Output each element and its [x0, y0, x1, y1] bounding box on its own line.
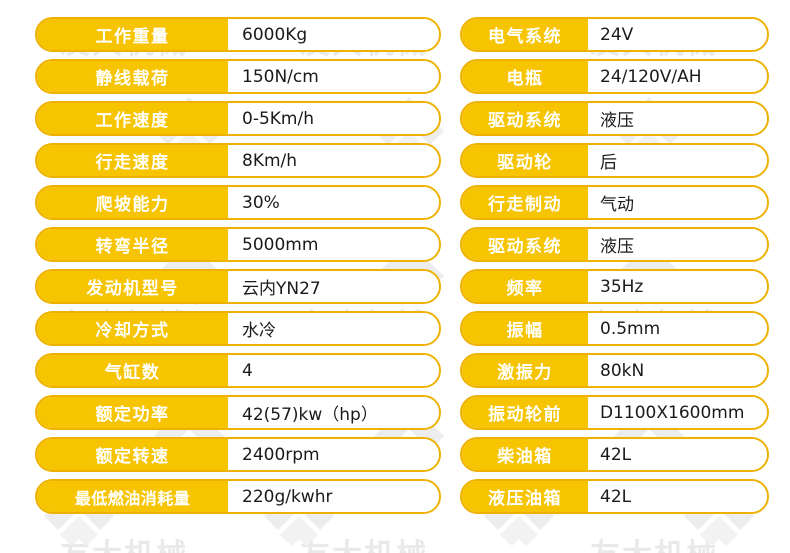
spec-row: 爬坡能力 30%: [35, 185, 441, 220]
spec-label: 频率: [462, 271, 588, 302]
spec-row: 驱动系统 液压: [460, 227, 769, 262]
spec-label: 行走速度: [37, 145, 228, 176]
spec-label: 电瓶: [462, 61, 588, 92]
spec-label: 电气系统: [462, 19, 588, 50]
spec-value: 42(57)kw（hp）: [228, 397, 439, 428]
spec-label: 柴油箱: [462, 439, 588, 470]
spec-row: 静线载荷 150N/cm: [35, 59, 441, 94]
spec-label: 额定功率: [37, 397, 228, 428]
spec-row: 转弯半径 5000mm: [35, 227, 441, 262]
spec-value: 5000mm: [228, 229, 439, 260]
spec-value: 24/120V/AH: [588, 61, 767, 92]
spec-row: 行走速度 8Km/h: [35, 143, 441, 178]
spec-row: 行走制动 气动: [460, 185, 769, 220]
spec-value: 35Hz: [588, 271, 767, 302]
spec-label: 发动机型号: [37, 271, 228, 302]
spec-value: 0.5mm: [588, 313, 767, 344]
spec-value: 2400rpm: [228, 439, 439, 470]
spec-value: 气动: [588, 187, 767, 218]
spec-row: 电瓶 24/120V/AH: [460, 59, 769, 94]
spec-value: 80kN: [588, 355, 767, 386]
spec-label: 振动轮前: [462, 397, 588, 428]
spec-row: 液压油箱 42L: [460, 479, 769, 514]
spec-label: 驱动轮: [462, 145, 588, 176]
spec-row: 气缸数 4: [35, 353, 441, 388]
spec-value: 后: [588, 145, 767, 176]
spec-row: 柴油箱 42L: [460, 437, 769, 472]
spec-value: 液压: [588, 229, 767, 260]
spec-label: 冷却方式: [37, 313, 228, 344]
spec-value: 0-5Km/h: [228, 103, 439, 134]
spec-row: 驱动轮后: [460, 143, 769, 178]
spec-row: 工作速度 0-5Km/h: [35, 101, 441, 136]
spec-row: 额定转速 2400rpm: [35, 437, 441, 472]
spec-label: 激振力: [462, 355, 588, 386]
spec-value: 4: [228, 355, 439, 386]
spec-row: 振幅 0.5mm: [460, 311, 769, 346]
spec-value: 42L: [588, 439, 767, 470]
spec-label: 驱动系统: [462, 229, 588, 260]
spec-row: 电气系统 24V: [460, 17, 769, 52]
spec-value: 220g/kwhr: [228, 481, 439, 512]
spec-value: 24V: [588, 19, 767, 50]
spec-value: 云内YN27: [228, 271, 439, 302]
spec-row: 最低燃油消耗量 220g/kwhr: [35, 479, 441, 514]
spec-label: 静线载荷: [37, 61, 228, 92]
spec-label: 振幅: [462, 313, 588, 344]
spec-label: 驱动系统: [462, 103, 588, 134]
spec-row: 频率 35Hz: [460, 269, 769, 304]
spec-label: 额定转速: [37, 439, 228, 470]
spec-label: 转弯半径: [37, 229, 228, 260]
spec-row: 冷却方式 水冷: [35, 311, 441, 346]
spec-row: 激振力 80kN: [460, 353, 769, 388]
spec-label: 工作重量: [37, 19, 228, 50]
spec-value: 42L: [588, 481, 767, 512]
spec-value: 150N/cm: [228, 61, 439, 92]
spec-row: 振动轮前 D1100X1600mm: [460, 395, 769, 430]
spec-value: 液压: [588, 103, 767, 134]
spec-row: 额定功率 42(57)kw（hp）: [35, 395, 441, 430]
spec-value: D1100X1600mm: [588, 397, 767, 428]
spec-label: 行走制动: [462, 187, 588, 218]
spec-label: 气缸数: [37, 355, 228, 386]
spec-value: 6000Kg: [228, 19, 439, 50]
spec-row: 驱动系统 液压: [460, 101, 769, 136]
spec-row: 发动机型号 云内YN27: [35, 269, 441, 304]
spec-label: 工作速度: [37, 103, 228, 134]
spec-value: 水冷: [228, 313, 439, 344]
spec-row: 工作重量 6000Kg: [35, 17, 441, 52]
spec-value: 30%: [228, 187, 439, 218]
spec-label: 液压油箱: [462, 481, 588, 512]
spec-value: 8Km/h: [228, 145, 439, 176]
spec-label: 爬坡能力: [37, 187, 228, 218]
spec-label: 最低燃油消耗量: [37, 481, 228, 512]
